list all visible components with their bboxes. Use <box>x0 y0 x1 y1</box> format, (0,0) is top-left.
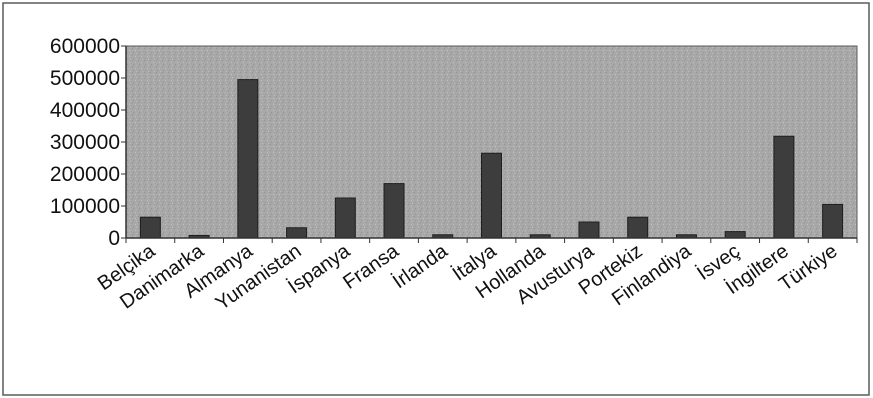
bar <box>334 197 356 239</box>
y-tick-label: 0 <box>108 227 120 250</box>
bar <box>773 135 795 239</box>
y-tick-labels: 0 100000 200000 300000 400000 500000 600000 <box>50 35 120 250</box>
axes <box>121 45 858 243</box>
bar <box>724 231 746 239</box>
bar <box>383 183 405 239</box>
bar <box>481 152 502 239</box>
bar <box>627 216 649 239</box>
bar <box>286 227 308 239</box>
y-tick-label: 400000 <box>50 99 120 122</box>
bar <box>822 203 844 239</box>
bar <box>237 79 259 239</box>
y-tick-label: 300000 <box>50 131 120 154</box>
bar <box>139 216 161 239</box>
y-tick-label: 600000 <box>50 35 120 58</box>
bar <box>578 221 600 239</box>
y-tick-label: 100000 <box>50 195 120 218</box>
y-tick-label: 200000 <box>50 163 120 186</box>
y-tick-label: 500000 <box>50 67 120 90</box>
bars <box>139 79 844 239</box>
